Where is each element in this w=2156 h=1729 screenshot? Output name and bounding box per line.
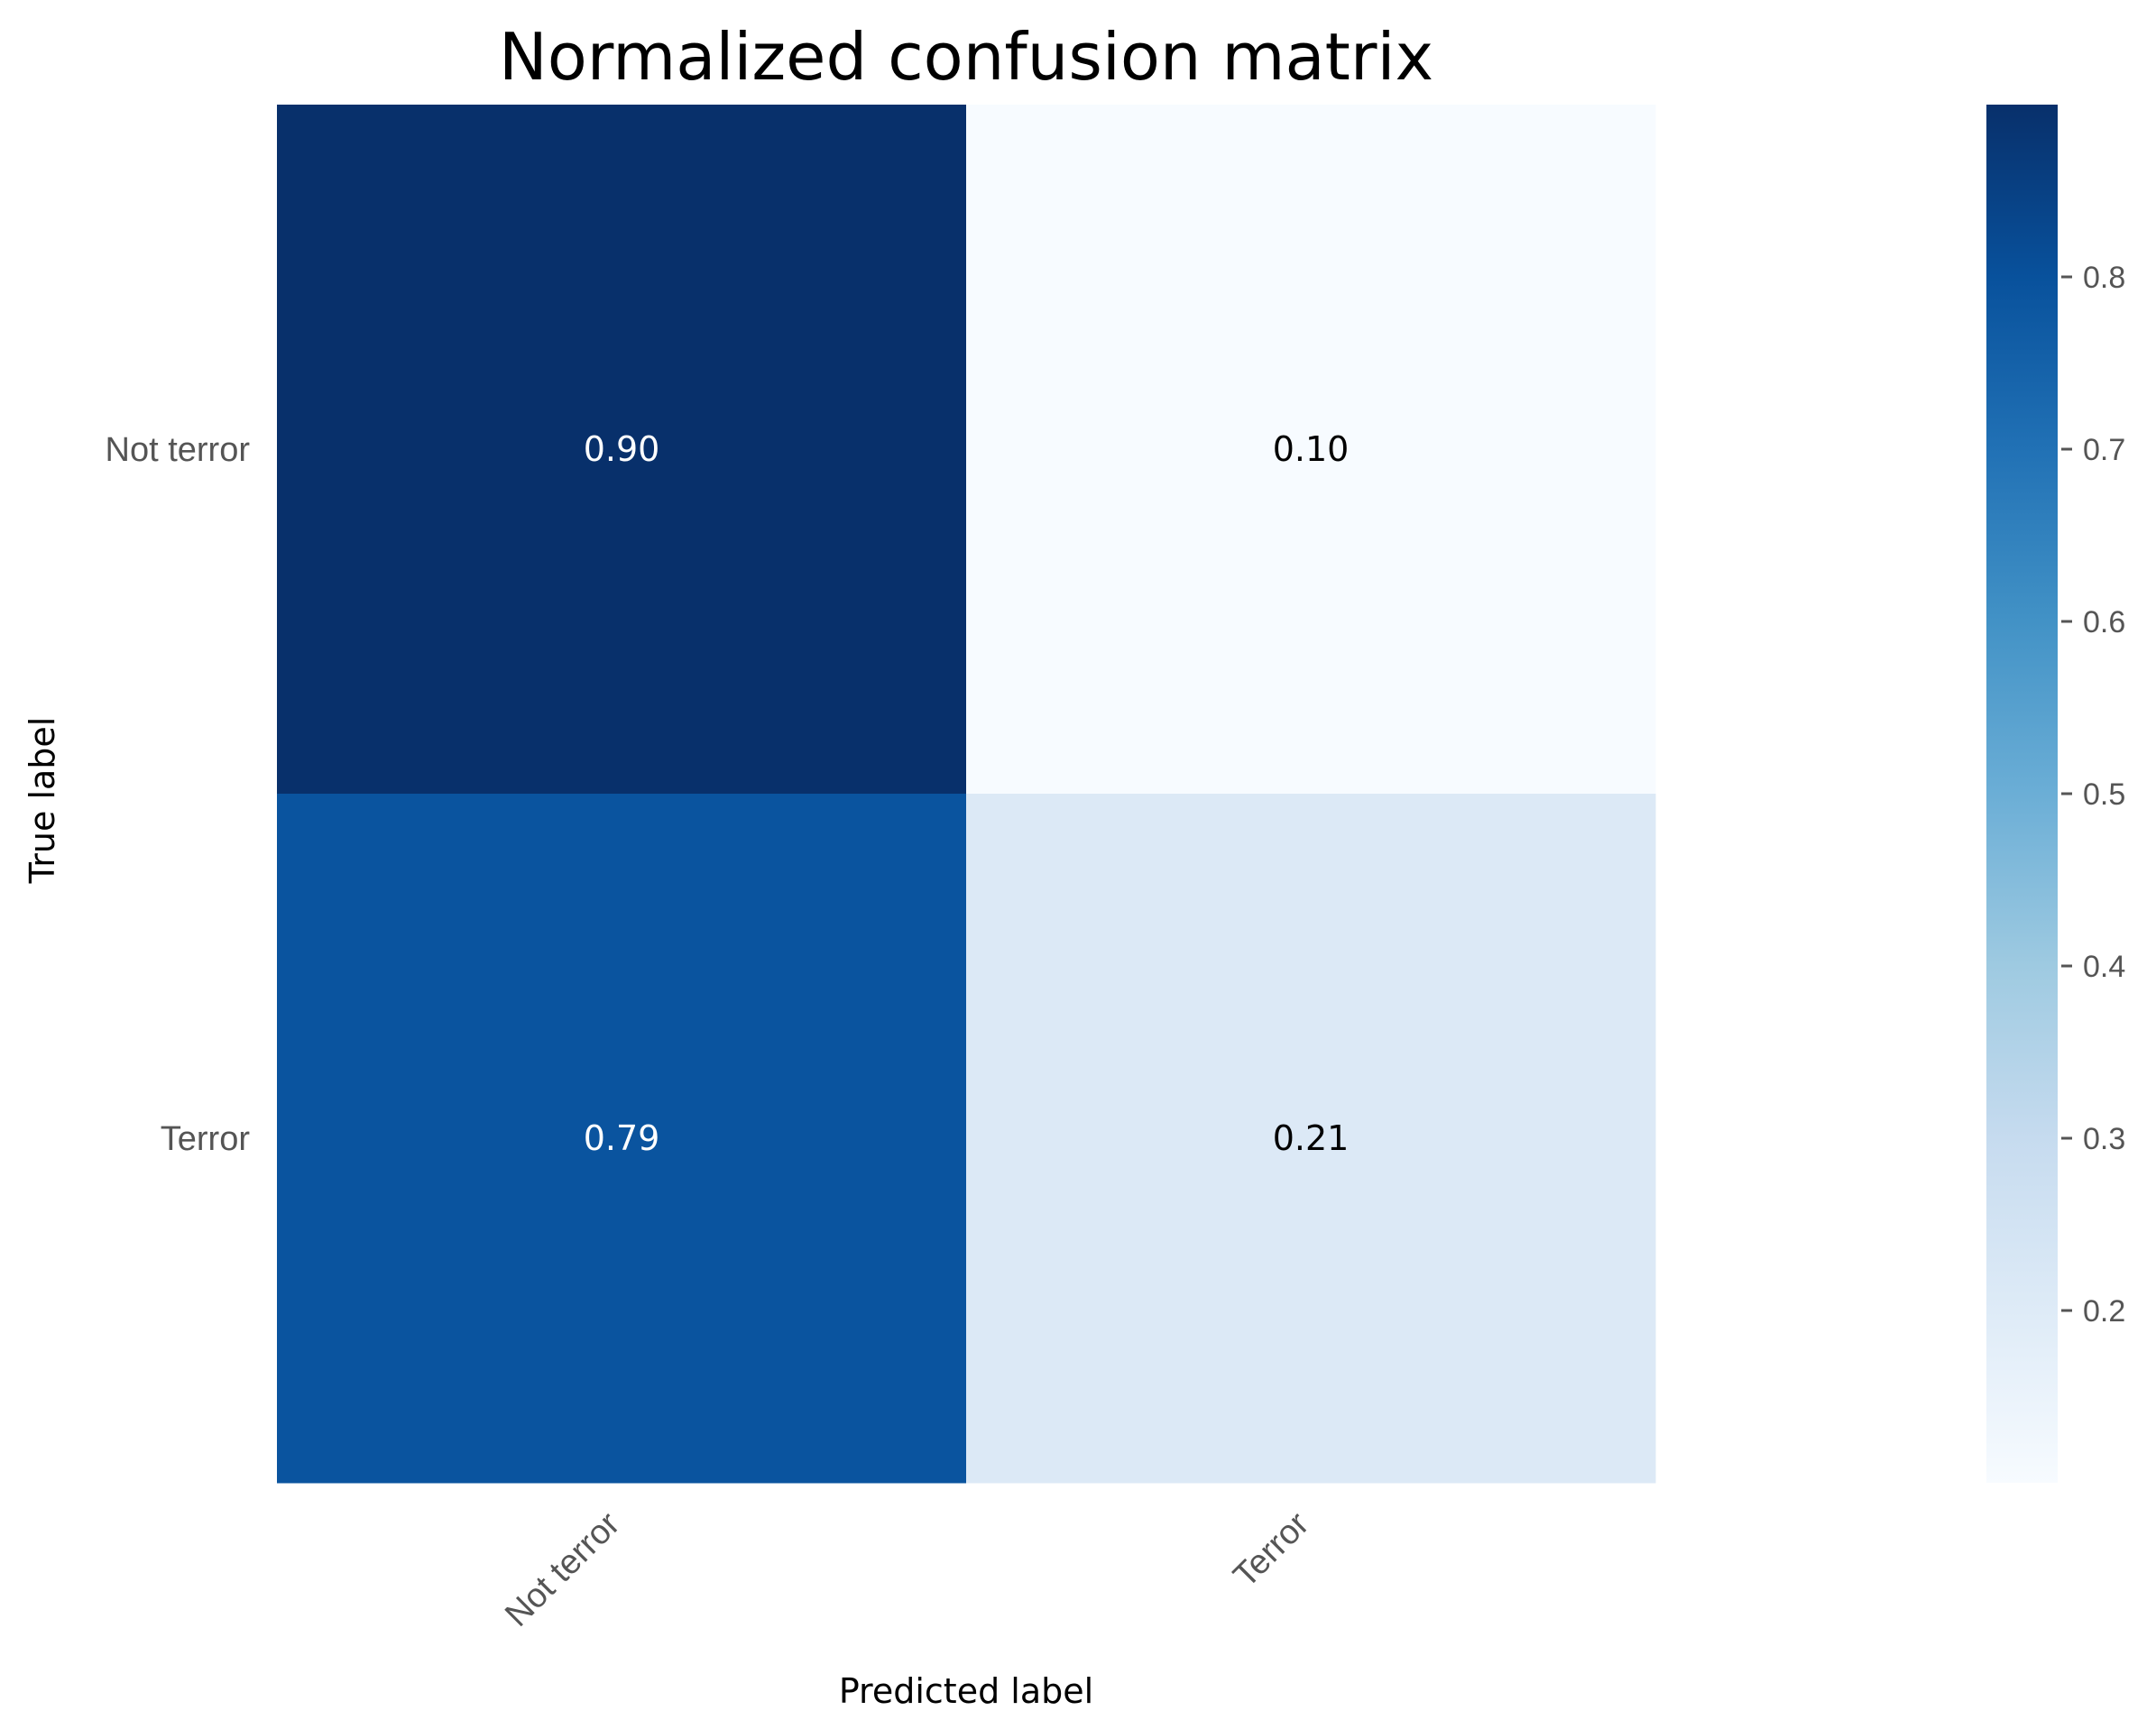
y-axis-label: True label (23, 717, 62, 885)
colorbar-tick-label: 0.2 (2083, 1294, 2125, 1329)
colorbar-tick-label: 0.6 (2083, 605, 2125, 639)
x-axis-ticks: Not terror Terror (498, 1504, 1316, 1633)
heatmap-cell (277, 794, 967, 1484)
colorbar-ticks: 0.2 0.3 0.4 0.5 0.6 0.7 0.8 (2061, 261, 2125, 1329)
y-axis-ticks: Not terror Terror (106, 431, 251, 1158)
y-tick-label: Not terror (106, 431, 251, 469)
chart-title: Normalized confusion matrix (499, 19, 1433, 95)
y-tick-label: Terror (161, 1120, 251, 1158)
heatmap-cells (277, 105, 1656, 1484)
colorbar-tick-label: 0.3 (2083, 1122, 2125, 1156)
x-tick-label: Not terror (498, 1504, 627, 1633)
colorbar-tick-label: 0.5 (2083, 777, 2125, 812)
heatmap-cell (966, 105, 1656, 795)
heatmap-cell (277, 105, 967, 795)
colorbar-tick-label: 0.8 (2083, 261, 2125, 295)
colorbar-tick-label: 0.4 (2083, 950, 2125, 984)
colorbar-tick-label: 0.7 (2083, 433, 2125, 467)
cell-value-label: 0.90 (584, 429, 660, 469)
colorbar (1986, 105, 2058, 1483)
x-axis-label: Predicted label (839, 1671, 1093, 1711)
cell-value-label: 0.79 (584, 1118, 660, 1158)
cell-value-label: 0.10 (1273, 429, 1350, 469)
heatmap-cell (966, 794, 1656, 1484)
heatmap-cell-labels: 0.90 0.10 0.79 0.21 (584, 429, 1350, 1158)
x-tick-label: Terror (1226, 1504, 1316, 1595)
cell-value-label: 0.21 (1273, 1118, 1350, 1158)
